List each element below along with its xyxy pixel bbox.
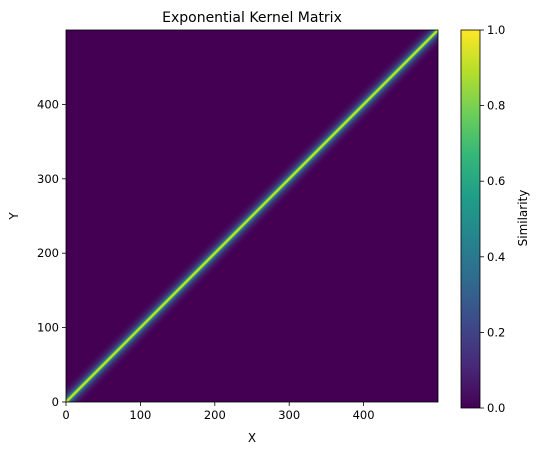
y-tick-label: 300: [37, 172, 59, 186]
colorbar-label: Similarity: [516, 190, 530, 247]
diagonal-band: [66, 30, 438, 402]
x-tick-label: 200: [204, 408, 226, 422]
y-tick-label: 400: [37, 97, 59, 111]
x-tick-label: 300: [278, 408, 300, 422]
chart-title: Exponential Kernel Matrix: [162, 10, 342, 26]
colorbar-tick-label: 0.4: [487, 250, 505, 264]
colorbar-ticks: 0.0 0.2 0.4 0.6 0.8 1.0: [480, 23, 505, 415]
colorbar-gradient: [460, 29, 481, 409]
colorbar-tick-label: 0.0: [487, 401, 505, 415]
x-axis-ticks: 0 100 200 300 400: [62, 402, 375, 422]
y-tick-label: 200: [37, 246, 59, 260]
colorbar-tick-label: 0.8: [487, 99, 505, 113]
y-tick-label: 100: [37, 321, 59, 335]
colorbar-tick-label: 1.0: [487, 23, 505, 37]
x-axis-label: X: [248, 431, 256, 445]
colorbar: 0.0 0.2 0.4 0.6 0.8 1.0 Similarity: [460, 23, 530, 415]
plot-frame: [65, 29, 439, 403]
x-tick-label: 0: [62, 408, 69, 422]
diagonal-peak-line: [66, 30, 438, 402]
colorbar-tick-label: 0.2: [487, 325, 505, 339]
y-axis-ticks: 0 100 200 300 400: [37, 97, 66, 409]
heatmap-plot: [65, 29, 439, 403]
x-tick-label: 400: [353, 408, 375, 422]
x-tick-label: 100: [129, 408, 151, 422]
colorbar-tick-label: 0.6: [487, 174, 505, 188]
y-axis-label: Y: [7, 212, 21, 221]
y-tick-label: 0: [52, 395, 59, 409]
